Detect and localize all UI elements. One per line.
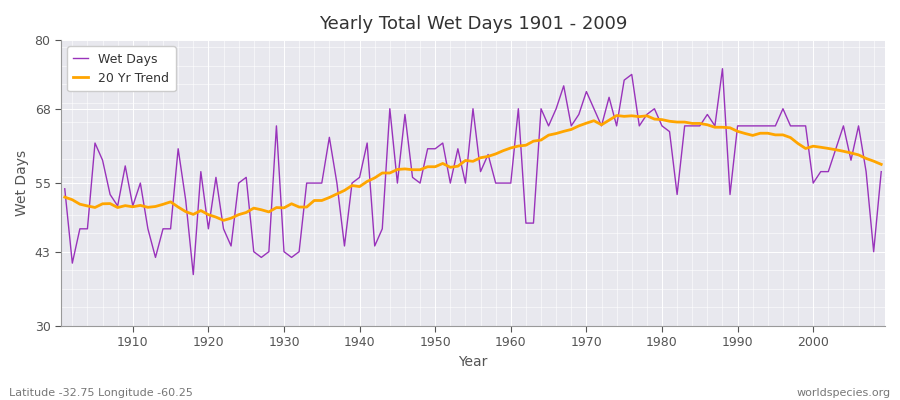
Line: 20 Yr Trend: 20 Yr Trend: [65, 116, 881, 220]
Wet Days: [717, 66, 728, 71]
Wet Days: [506, 181, 517, 186]
20 Yr Trend: [59, 195, 70, 200]
Wet Days: [604, 95, 615, 100]
Wet Days: [513, 106, 524, 111]
Wet Days: [120, 164, 130, 168]
X-axis label: Year: Year: [458, 355, 488, 369]
20 Yr Trend: [339, 188, 350, 193]
20 Yr Trend: [876, 162, 886, 167]
20 Yr Trend: [293, 205, 304, 210]
Y-axis label: Wet Days: Wet Days: [15, 150, 29, 216]
Legend: Wet Days, 20 Yr Trend: Wet Days, 20 Yr Trend: [68, 46, 176, 91]
20 Yr Trend: [218, 218, 229, 223]
Text: worldspecies.org: worldspecies.org: [796, 388, 891, 398]
20 Yr Trend: [120, 203, 130, 208]
Wet Days: [59, 186, 70, 191]
20 Yr Trend: [506, 146, 517, 150]
20 Yr Trend: [604, 118, 615, 122]
Wet Days: [293, 249, 304, 254]
Title: Yearly Total Wet Days 1901 - 2009: Yearly Total Wet Days 1901 - 2009: [319, 15, 627, 33]
Wet Days: [339, 244, 350, 248]
Wet Days: [876, 169, 886, 174]
Line: Wet Days: Wet Days: [65, 69, 881, 274]
20 Yr Trend: [513, 144, 524, 148]
Wet Days: [188, 272, 199, 277]
20 Yr Trend: [611, 113, 622, 118]
Text: Latitude -32.75 Longitude -60.25: Latitude -32.75 Longitude -60.25: [9, 388, 193, 398]
